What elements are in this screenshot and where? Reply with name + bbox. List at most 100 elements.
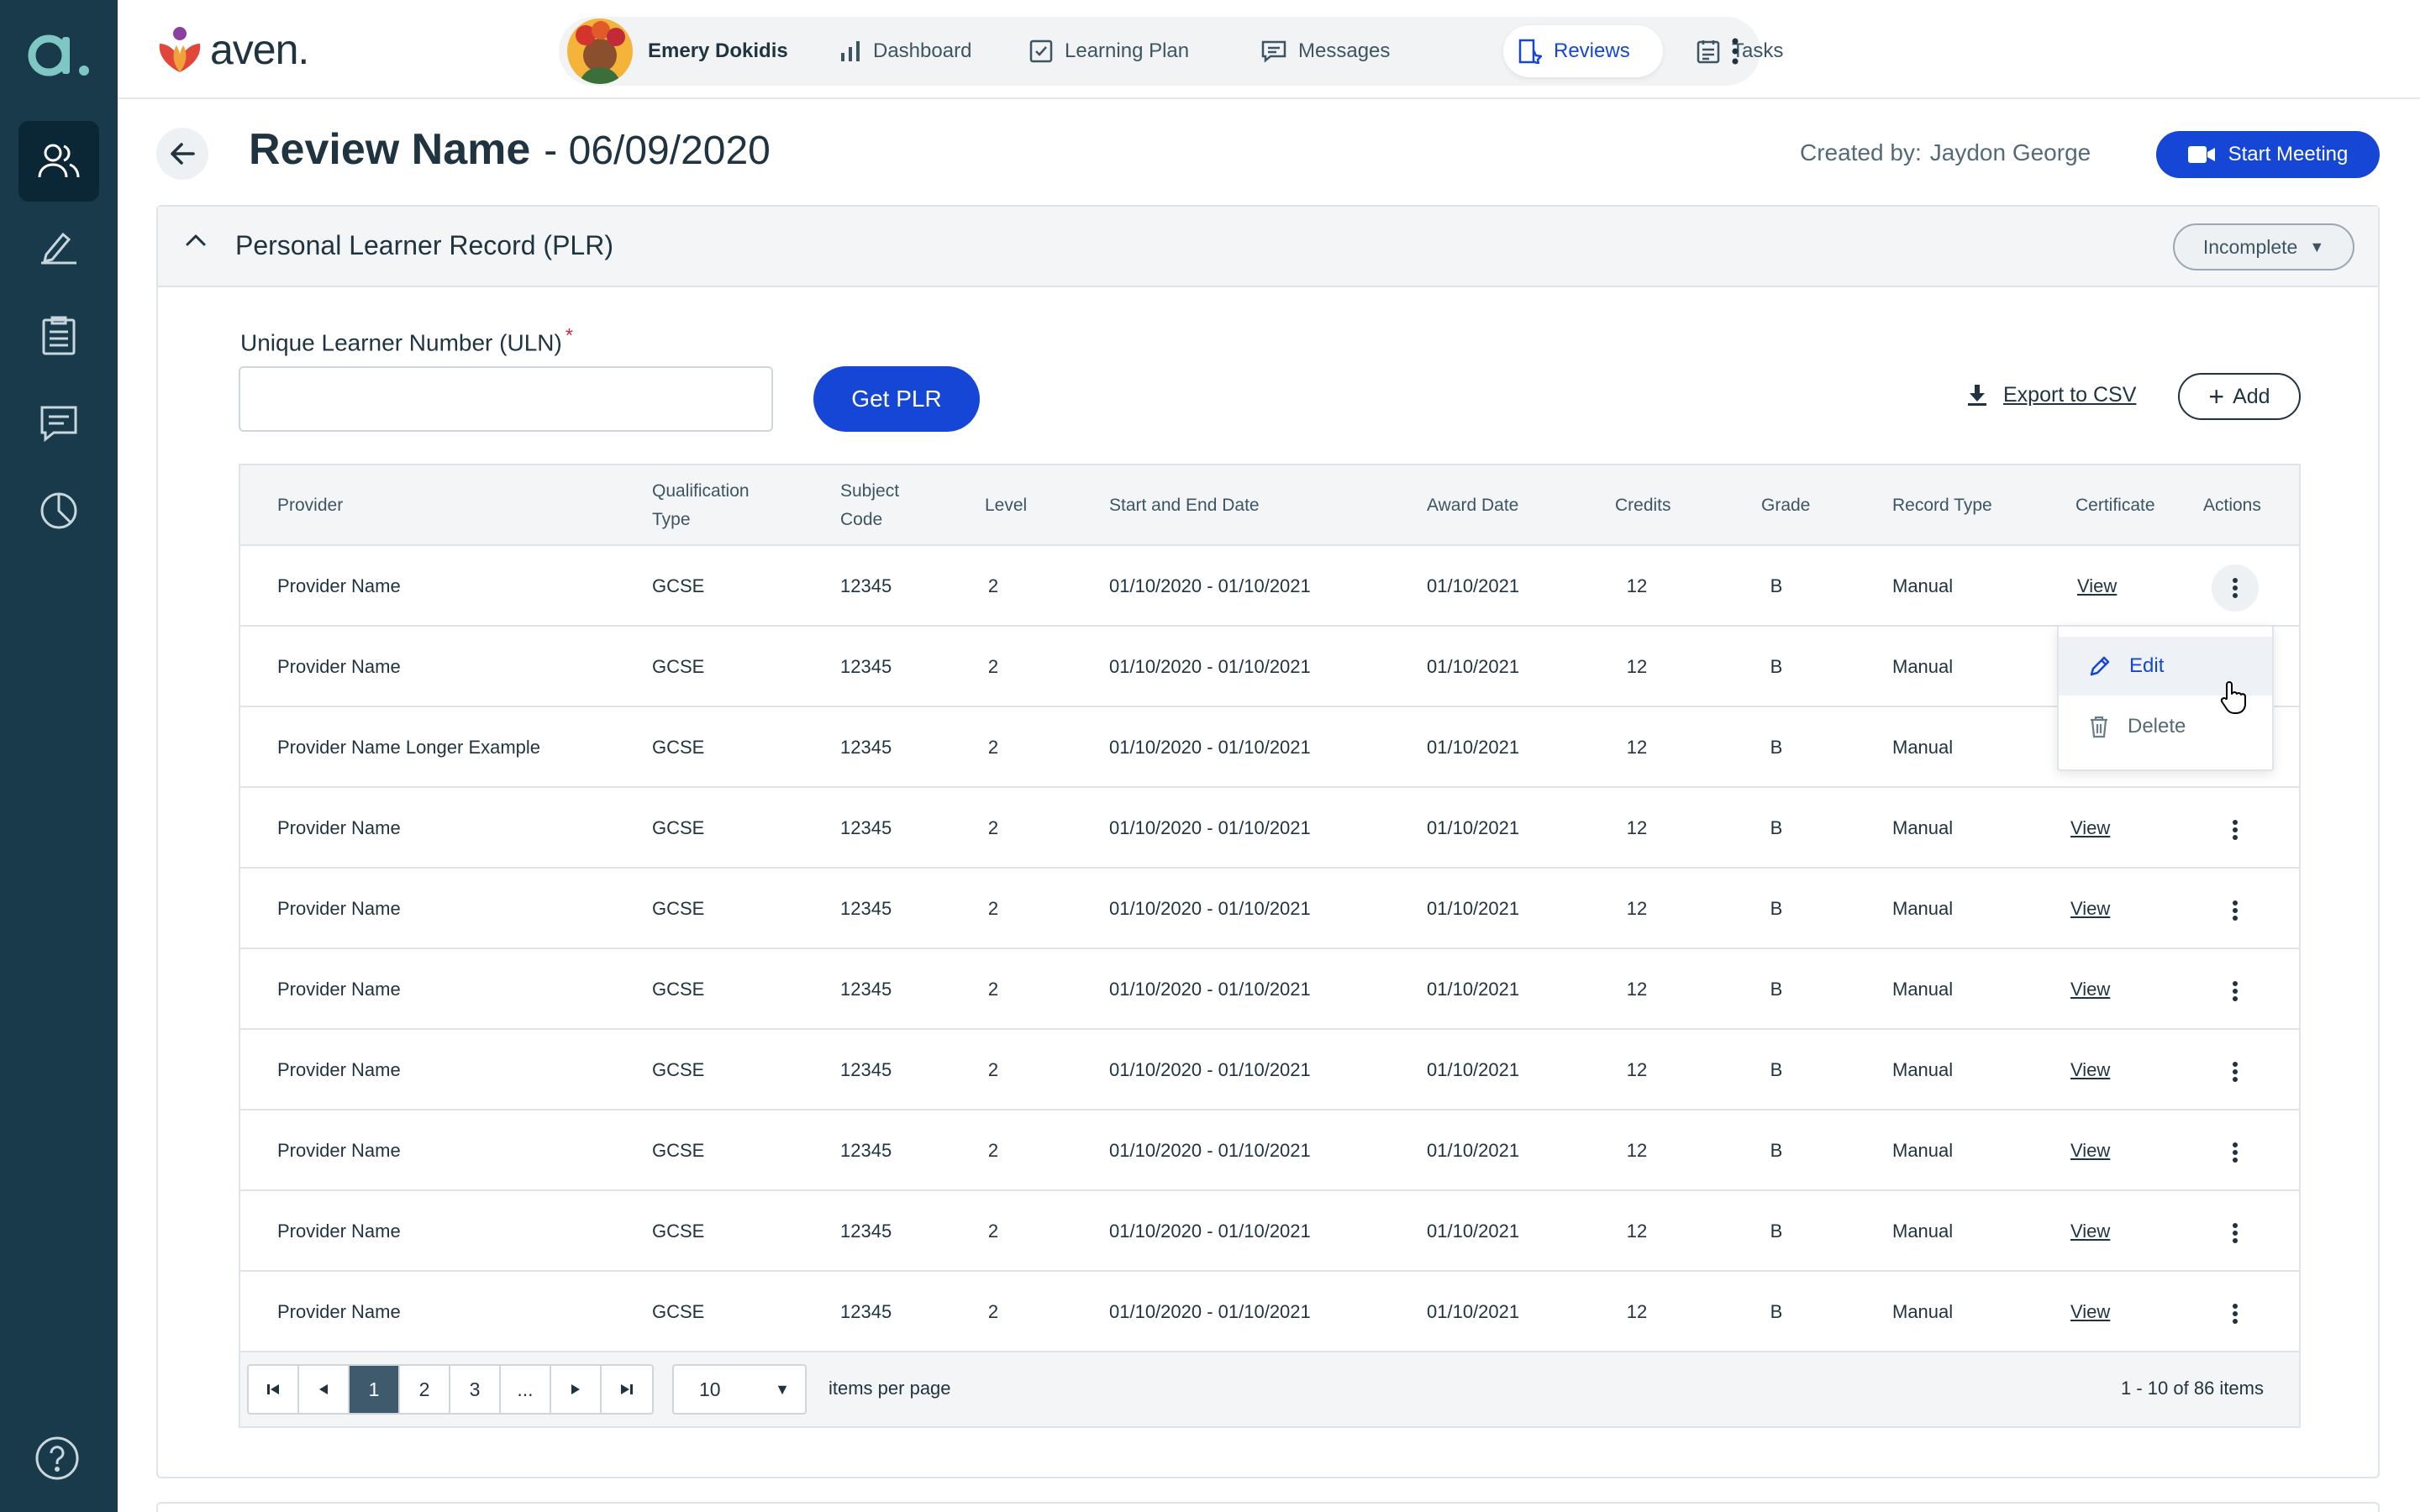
cell-level: 2: [987, 1059, 999, 1080]
view-certificate-link[interactable]: View: [2070, 1140, 2111, 1161]
delete-label: Delete: [2128, 715, 2186, 738]
table-row: Provider Name GCSE 12345 2 01/10/2020 - 01/1…: [240, 1272, 2299, 1352]
view-certificate-link[interactable]: View: [2070, 1059, 2111, 1080]
cell-award-date: 01/10/2021: [1427, 817, 1520, 838]
collapse-button[interactable]: [185, 234, 207, 247]
back-button[interactable]: [156, 128, 208, 180]
cell-dates: 01/10/2020 - 01/10/2021: [1109, 1301, 1311, 1322]
tab-learning-plan[interactable]: Learning Plan: [1018, 25, 1201, 77]
help-button[interactable]: [34, 1435, 84, 1485]
uln-input[interactable]: [239, 366, 773, 432]
more-vertical-icon: [2233, 1304, 2238, 1324]
clipboard-icon: [42, 316, 76, 355]
status-dropdown[interactable]: Incomplete ▼: [2173, 223, 2354, 270]
row-actions-button[interactable]: [2212, 1290, 2259, 1337]
tab-tasks[interactable]: Tasks: [1685, 25, 1795, 77]
video-camera-icon: [2187, 146, 2215, 163]
created-by-name: Jaydon George: [1929, 139, 2091, 165]
edit-menu-item[interactable]: Edit: [2059, 637, 2272, 696]
col-actions: Actions: [2203, 496, 2261, 515]
rail-logo-icon[interactable]: [25, 24, 92, 82]
row-actions-button[interactable]: [2212, 887, 2259, 934]
plr-card-title: Personal Learner Record (PLR): [235, 230, 613, 260]
tab-messages[interactable]: Messages: [1249, 25, 1402, 77]
start-meeting-button[interactable]: Start Meeting: [2156, 131, 2380, 178]
caret-down-icon: ▼: [775, 1381, 790, 1398]
view-certificate-link[interactable]: View: [2070, 1221, 2111, 1242]
learner-avatar: [567, 18, 633, 84]
cell-grade: B: [1770, 1059, 1783, 1080]
cell-record-type: Manual: [1892, 817, 1954, 838]
view-certificate-link[interactable]: View: [2070, 817, 2111, 838]
view-certificate-link[interactable]: View: [2077, 575, 2118, 596]
cell-qualification: GCSE: [652, 1301, 705, 1322]
cell-level: 2: [987, 656, 999, 677]
view-certificate-link[interactable]: View: [2070, 898, 2111, 919]
row-actions-button[interactable]: [2212, 564, 2259, 612]
cell-subject-code: 12345: [840, 575, 892, 596]
tab-dashboard[interactable]: Dashboard: [828, 25, 983, 77]
row-actions-button[interactable]: [2212, 1129, 2259, 1176]
rail-item-reports[interactable]: [18, 470, 99, 551]
cell-qualification: GCSE: [652, 1059, 705, 1080]
learner-selector[interactable]: Emery Dokidis: [567, 18, 788, 84]
next-card-edge: [156, 1502, 2380, 1512]
delete-menu-item[interactable]: Delete: [2059, 697, 2272, 756]
cell-dates: 01/10/2020 - 01/10/2021: [1109, 656, 1311, 677]
cell-level: 2: [987, 817, 999, 838]
first-page-button[interactable]: [249, 1366, 299, 1413]
cell-record-type: Manual: [1892, 656, 1954, 677]
row-actions-button[interactable]: [2212, 806, 2259, 853]
cell-dates: 01/10/2020 - 01/10/2021: [1109, 575, 1311, 596]
cell-subject-code: 12345: [840, 979, 892, 1000]
cell-qualification: GCSE: [652, 1140, 705, 1161]
rail-item-sign[interactable]: [18, 207, 99, 287]
cell-level: 2: [987, 575, 999, 596]
page-3-button[interactable]: 3: [450, 1366, 501, 1413]
tab-tasks-label: Tasks: [1732, 39, 1784, 62]
page-ellipsis-button[interactable]: ...: [501, 1366, 551, 1413]
brand-name: aven.: [210, 26, 309, 73]
tab-reviews[interactable]: Reviews: [1503, 25, 1663, 77]
per-page-select[interactable]: 10 ▼: [672, 1364, 807, 1415]
add-button[interactable]: + Add: [2178, 373, 2301, 420]
last-page-button[interactable]: [602, 1366, 652, 1413]
page-2-button[interactable]: 2: [400, 1366, 450, 1413]
review-name: Review Name: [249, 125, 531, 174]
col-grade: Grade: [1761, 496, 1811, 515]
cell-provider: Provider Name: [277, 1301, 401, 1322]
cell-provider: Provider Name: [277, 979, 401, 1000]
learner-name: Emery Dokidis: [648, 39, 788, 62]
table-row: Provider Name GCSE 12345 2 01/10/2020 - 01/1…: [240, 1110, 2299, 1191]
page-1-button[interactable]: 1: [350, 1366, 400, 1413]
cell-record-type: Manual: [1892, 1059, 1954, 1080]
row-actions-button[interactable]: [2212, 1210, 2259, 1257]
bar-chart-icon: [841, 41, 860, 61]
next-page-button[interactable]: [551, 1366, 602, 1413]
cell-dates: 01/10/2020 - 01/10/2021: [1109, 1221, 1311, 1242]
view-certificate-link[interactable]: View: [2070, 1301, 2111, 1322]
cell-provider: Provider Name: [277, 898, 401, 919]
uln-label: Unique Learner Number (ULN) *: [240, 324, 573, 356]
row-actions-button[interactable]: [2212, 1048, 2259, 1095]
table-row: Provider Name Longer Example GCSE 12345 2 01…: [240, 707, 2299, 788]
col-subject-code: Subject Code: [840, 481, 900, 529]
col-award-date: Award Date: [1427, 496, 1519, 515]
prev-page-button[interactable]: [299, 1366, 350, 1413]
get-plr-button[interactable]: Get PLR: [813, 366, 980, 432]
view-certificate-link[interactable]: View: [2070, 979, 2111, 1000]
rail-item-clipboard[interactable]: [18, 296, 99, 376]
last-page-icon: [621, 1384, 633, 1394]
arrow-left-icon: [171, 143, 195, 165]
brand-logo[interactable]: aven.: [155, 24, 309, 76]
rail-item-learners[interactable]: [18, 121, 99, 202]
more-options-button[interactable]: [1730, 37, 1740, 66]
export-csv-link[interactable]: Export to CSV: [1968, 383, 2136, 407]
chat-icon: [40, 406, 77, 443]
cell-level: 2: [987, 1301, 999, 1322]
start-meeting-label: Start Meeting: [2228, 143, 2349, 165]
table-body: Provider Name GCSE 12345 2 01/10/2020 - 01/1…: [240, 546, 2299, 1352]
row-actions-button[interactable]: [2212, 968, 2259, 1015]
rail-item-chat[interactable]: [18, 383, 99, 464]
cell-subject-code: 12345: [840, 1221, 892, 1242]
